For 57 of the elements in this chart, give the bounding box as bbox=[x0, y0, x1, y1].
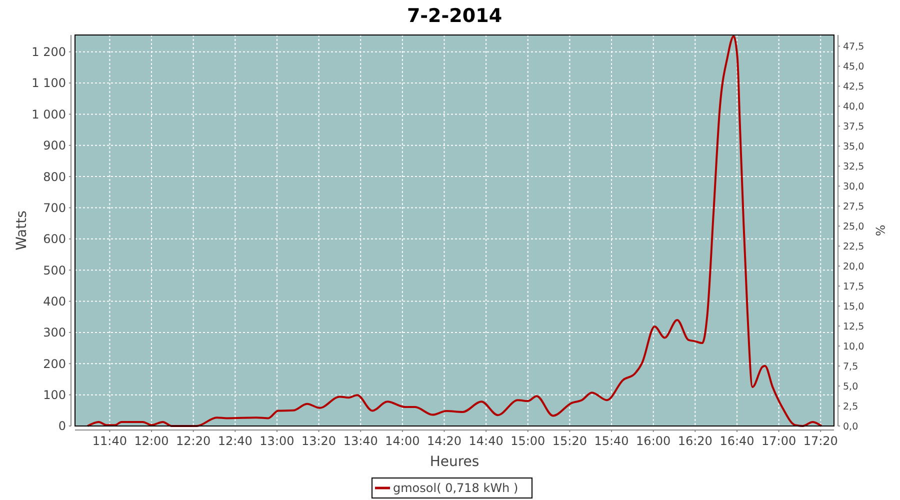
x-tick-label: 15:20 bbox=[552, 434, 587, 448]
x-tick-label: 16:20 bbox=[678, 434, 712, 448]
x-tick-label: 13:20 bbox=[302, 434, 336, 448]
y2-tick-label: 20,0 bbox=[843, 261, 864, 272]
y2-tick-label: 37,5 bbox=[843, 121, 864, 132]
y2-tick-label: 7,5 bbox=[843, 361, 858, 372]
y-tick-label: 200 bbox=[43, 356, 66, 371]
y2-tick-label: 15,0 bbox=[843, 301, 864, 312]
y2-tick-label: 27,5 bbox=[843, 201, 864, 212]
y2-tick-label: 35,0 bbox=[843, 141, 864, 152]
x-tick-label: 17:20 bbox=[803, 434, 838, 448]
y2-tick-label: 30,0 bbox=[843, 181, 864, 192]
y2-tick-label: 22,5 bbox=[843, 241, 864, 252]
x-tick-label: 12:40 bbox=[218, 434, 252, 448]
y-tick-label: 500 bbox=[43, 263, 66, 278]
y-tick-label: 900 bbox=[43, 138, 66, 153]
y-tick-label: 400 bbox=[43, 294, 66, 308]
y2-tick-label: 45,0 bbox=[843, 62, 864, 73]
y2-tick-label: 2,5 bbox=[843, 401, 858, 412]
y2-tick-label: 47,5 bbox=[843, 42, 864, 53]
y2-tick-label: 42,5 bbox=[843, 82, 864, 92]
legend-label: gmosol( 0,718 kWh ) bbox=[393, 481, 518, 496]
x-tick-label: 16:00 bbox=[636, 434, 671, 448]
y-tick-label: 1 100 bbox=[32, 76, 66, 90]
y-tick-label: 0 bbox=[58, 419, 66, 434]
x-tick-label: 17:00 bbox=[762, 434, 796, 448]
y-tick-label: 600 bbox=[43, 232, 66, 246]
line-series bbox=[86, 35, 822, 427]
y-axis-title: Watts bbox=[14, 210, 30, 250]
y2-axis-title: % bbox=[873, 224, 887, 236]
y-tick-label: 800 bbox=[43, 170, 66, 184]
x-axis-title: Heures bbox=[430, 454, 480, 470]
x-tick-label: 14:40 bbox=[468, 434, 504, 448]
x-tick-label: 16:40 bbox=[720, 434, 754, 448]
y-tick-label: 1 000 bbox=[32, 107, 66, 122]
x-tick-label: 12:00 bbox=[134, 434, 169, 448]
y2-tick-label: 32,5 bbox=[843, 161, 864, 172]
x-tick-label: 14:20 bbox=[426, 434, 462, 448]
x-tick-label: 12:20 bbox=[176, 434, 211, 448]
y2-tick-label: 5,0 bbox=[843, 381, 858, 392]
y2-tick-label: 17,5 bbox=[843, 281, 864, 292]
x-tick-label: 14:00 bbox=[385, 434, 420, 448]
y2-tick-label: 40,0 bbox=[843, 101, 864, 112]
x-tick-label: 15:40 bbox=[594, 434, 629, 448]
chart-title: 7-2-2014 bbox=[406, 5, 502, 27]
y-tick-label: 300 bbox=[43, 326, 66, 340]
x-tick-label: 13:00 bbox=[260, 434, 294, 448]
x-tick-label: 15:00 bbox=[510, 434, 546, 448]
y-tick-label: 700 bbox=[43, 200, 66, 215]
y-tick-label: 100 bbox=[43, 388, 66, 402]
y-tick-label: 1 200 bbox=[32, 45, 66, 60]
y2-tick-label: 12,5 bbox=[843, 321, 864, 332]
x-tick-label: 11:40 bbox=[92, 434, 128, 448]
y2-tick-label: 0,0 bbox=[843, 421, 858, 432]
x-tick-label: 13:40 bbox=[343, 434, 378, 448]
y2-tick-label: 25,0 bbox=[843, 221, 864, 232]
y2-tick-label: 10,0 bbox=[843, 341, 864, 352]
